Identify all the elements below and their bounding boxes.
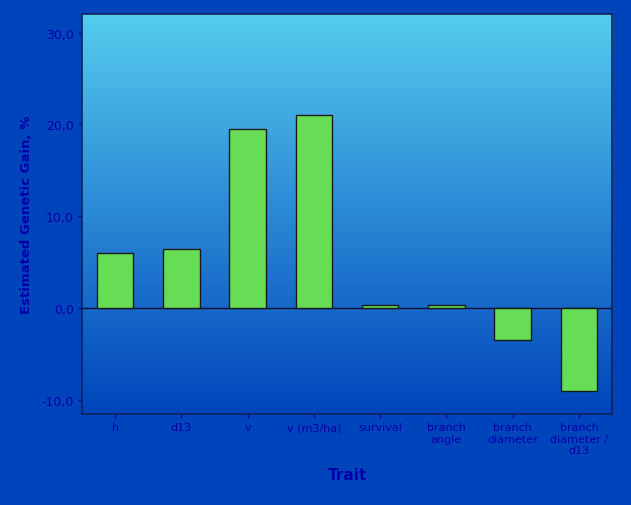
X-axis label: Trait: Trait — [327, 467, 367, 482]
Bar — [296, 116, 332, 309]
Bar — [97, 254, 133, 309]
Bar — [163, 249, 199, 309]
Bar — [561, 309, 597, 391]
Bar — [495, 309, 531, 341]
Bar — [428, 306, 464, 309]
Y-axis label: Estimated Genetic Gain, %: Estimated Genetic Gain, % — [20, 116, 33, 314]
Bar — [230, 130, 266, 309]
Bar — [362, 306, 398, 309]
